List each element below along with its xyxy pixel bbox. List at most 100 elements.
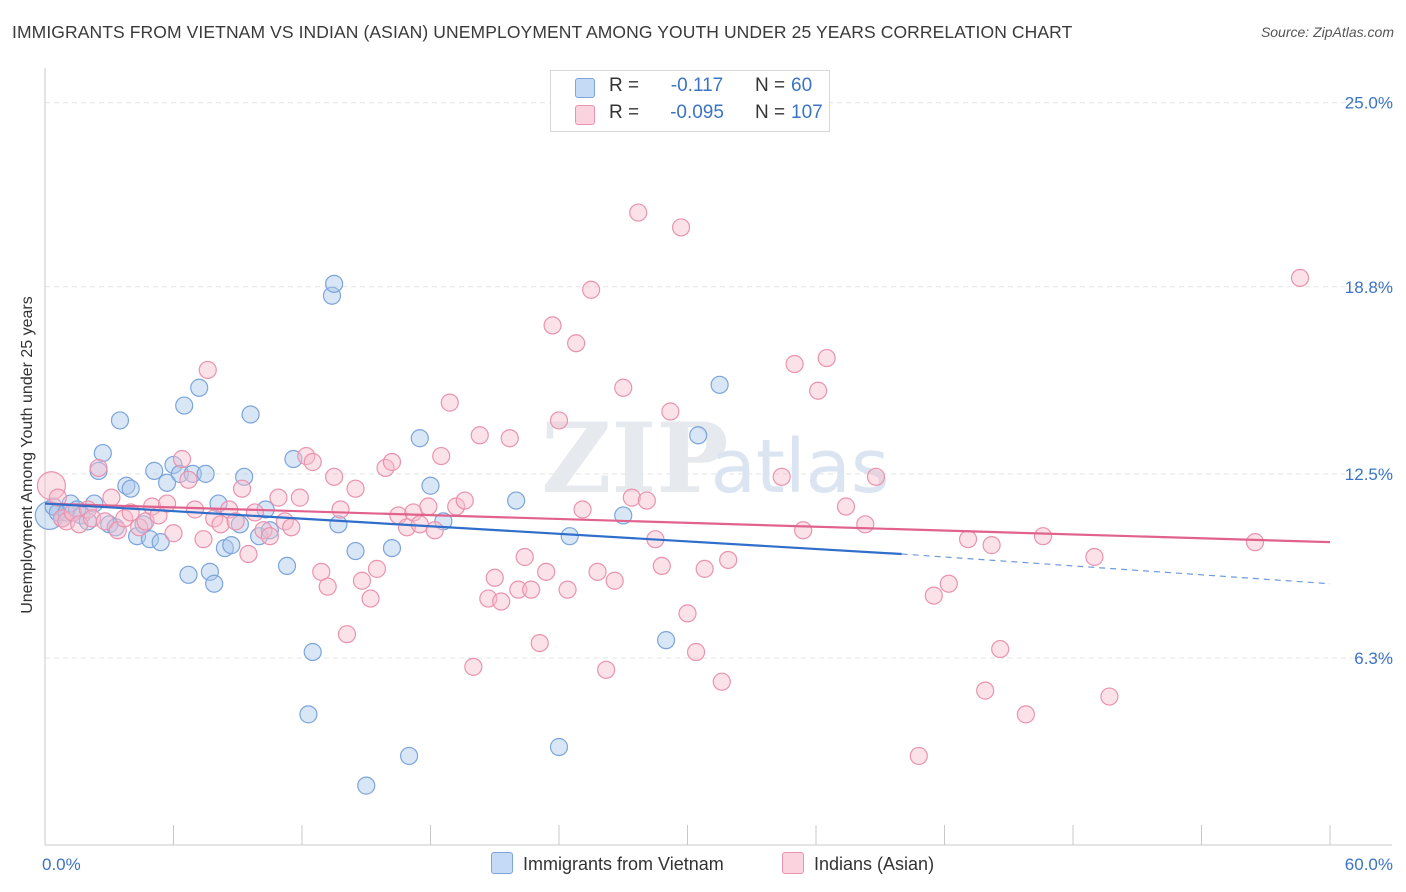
data-point-indians (485, 568, 504, 587)
data-point-vietnam (157, 473, 177, 492)
data-point-indians (785, 354, 804, 374)
data-point-indians (48, 488, 67, 507)
data-point-indians (194, 530, 213, 549)
data-point-vietnam (325, 274, 344, 293)
data-point-indians (543, 316, 562, 335)
y-tick-label: 12.5% (1345, 465, 1393, 484)
y-tick-label: 25.0% (1345, 94, 1393, 113)
bottom-legend-label-indians: Indians (Asian) (814, 854, 935, 874)
data-point-indians (89, 458, 108, 478)
watermark-atlas: atlas (711, 424, 890, 510)
data-point-indians (661, 402, 680, 421)
watermark: ZIP atlas (541, 402, 889, 515)
data-point-indians (226, 512, 245, 531)
data-point-indians (1085, 547, 1104, 567)
bottom-legend-indians: Indians (Asian) (782, 852, 934, 875)
data-point-indians (939, 574, 958, 593)
data-point-vietnam (241, 405, 260, 424)
data-point-vietnam (235, 467, 254, 486)
data-point-indians (909, 746, 928, 766)
data-point-vietnam (205, 574, 224, 593)
data-point-vietnam (303, 642, 322, 662)
series-vietnam-points (34, 274, 729, 795)
data-point-indians (509, 580, 528, 599)
legend-r-label: R = (609, 75, 640, 96)
legend-r-label: R = (609, 102, 640, 123)
data-point-vietnam (689, 426, 708, 445)
data-point-indians (982, 536, 1001, 555)
data-point-indians (211, 515, 230, 534)
data-point-indians (352, 571, 372, 590)
data-point-indians (269, 488, 288, 507)
bottom-legend-vietnam: Immigrants from Vietnam (491, 852, 724, 875)
bottom-legend-label-vietnam: Immigrants from Vietnam (523, 854, 724, 874)
data-point-indians (637, 491, 656, 510)
data-point-vietnam (560, 527, 579, 546)
data-point-indians (1016, 705, 1035, 724)
data-point-indians (419, 497, 438, 516)
data-point-indians (185, 500, 205, 519)
data-point-indians (530, 634, 549, 653)
data-point-vietnam (151, 533, 170, 552)
data-point-vietnam (145, 461, 164, 480)
data-point-indians (367, 559, 387, 578)
data-point-indians (588, 562, 607, 581)
data-point-indians (558, 580, 577, 599)
data-point-vietnam (110, 411, 130, 430)
bottom-legend-swatch-pink (782, 852, 804, 874)
data-point-indians (991, 639, 1010, 659)
data-point-vietnam (93, 443, 112, 463)
legend-n-value: 60 (791, 75, 813, 96)
data-point-indians (290, 488, 309, 507)
data-point-indians (179, 470, 198, 489)
data-point-vietnam (222, 536, 241, 555)
data-point-indians (629, 203, 648, 222)
data-point-indians (361, 589, 380, 608)
data-point-indians (232, 479, 252, 498)
data-point-indians (245, 503, 264, 522)
data-point-indians (582, 280, 601, 299)
data-point-indians (1033, 527, 1053, 546)
data-point-indians (303, 452, 322, 472)
data-point-vietnam (421, 476, 440, 495)
trend-lines (44, 502, 1331, 585)
legend-swatch-blue (575, 78, 595, 98)
axes (44, 68, 1392, 846)
data-point-vietnam (410, 429, 429, 448)
legend-n-label: N = (755, 102, 786, 123)
data-point-vietnam (299, 705, 318, 724)
data-point-vietnam (549, 737, 569, 757)
data-point-indians (455, 491, 474, 510)
data-point-indians (500, 429, 519, 448)
data-point-vietnam (140, 530, 160, 549)
data-point-vietnam (277, 556, 297, 576)
data-point-indians (522, 580, 541, 599)
data-point-indians (686, 642, 706, 662)
data-point-indians (331, 500, 350, 519)
correlation-legend: R = -0.117 N = 60 R = -0.095 N = 107 (550, 70, 830, 132)
data-point-indians (719, 550, 738, 570)
data-point-indians (318, 577, 337, 596)
data-point-indians (492, 592, 511, 611)
data-point-indians (597, 660, 616, 679)
data-point-vietnam (382, 538, 402, 558)
data-point-indians (976, 681, 995, 700)
data-point-indians (440, 393, 459, 412)
data-point-vietnam (346, 541, 365, 561)
data-point-indians (549, 411, 569, 430)
data-point-indians (95, 512, 115, 531)
data-point-indians (866, 467, 886, 486)
data-point-indians (239, 544, 258, 564)
data-point-vietnam (200, 562, 220, 581)
data-point-indians (432, 446, 451, 466)
series-indians-points (36, 203, 1310, 766)
data-point-indians (567, 334, 586, 353)
data-point-indians (772, 467, 791, 486)
data-point-vietnam (175, 396, 194, 415)
data-point-indians (382, 452, 402, 472)
trend-line-vietnam (44, 502, 902, 556)
trend-line-vietnam-extrapolated (901, 553, 1331, 585)
data-point-vietnam (260, 521, 279, 540)
data-point-vietnam (329, 515, 348, 534)
